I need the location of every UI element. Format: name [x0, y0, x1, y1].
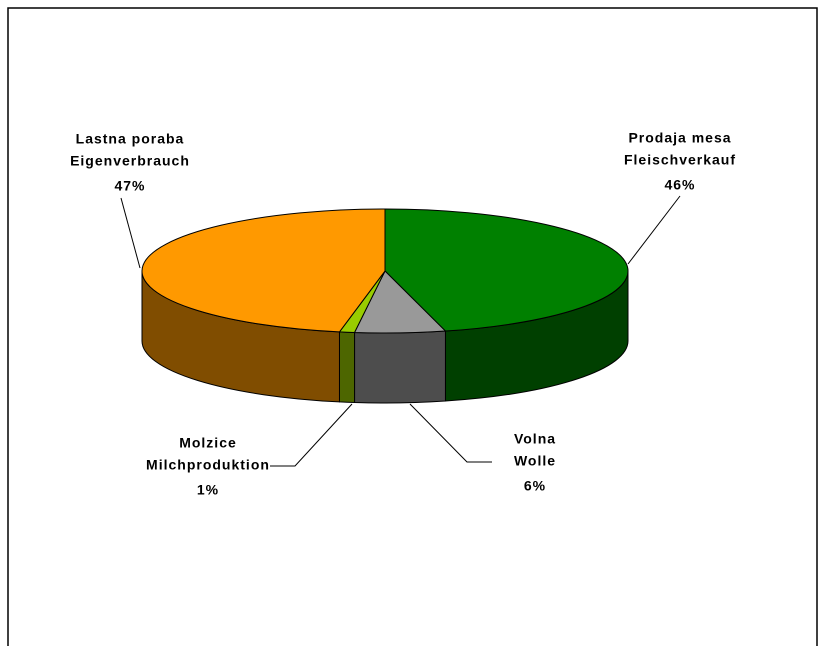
value-label: 6% [524, 478, 546, 494]
leader-line [120, 197, 141, 269]
slice-label: Molzice [179, 435, 237, 451]
leader-line [409, 403, 492, 463]
value-label: 47% [114, 178, 145, 194]
pie-slice [384, 208, 629, 332]
frame [7, 7, 818, 646]
slice-label: Eigenverbrauch [70, 153, 190, 169]
slice-label: Volna [514, 431, 556, 447]
slice-label: Milchproduktion [146, 457, 270, 473]
slice-label: Lastna poraba [76, 131, 185, 147]
pie-slice [141, 208, 386, 333]
value-label: 1% [197, 482, 219, 498]
slice-label: Wolle [514, 453, 556, 469]
leader-line [270, 403, 353, 467]
slice-label: Prodaja mesa [628, 130, 731, 146]
leader-line [627, 195, 681, 265]
slice-label: Fleischverkauf [624, 152, 736, 168]
pie-side [354, 330, 446, 404]
value-label: 46% [664, 177, 695, 193]
pie-side [338, 331, 356, 404]
